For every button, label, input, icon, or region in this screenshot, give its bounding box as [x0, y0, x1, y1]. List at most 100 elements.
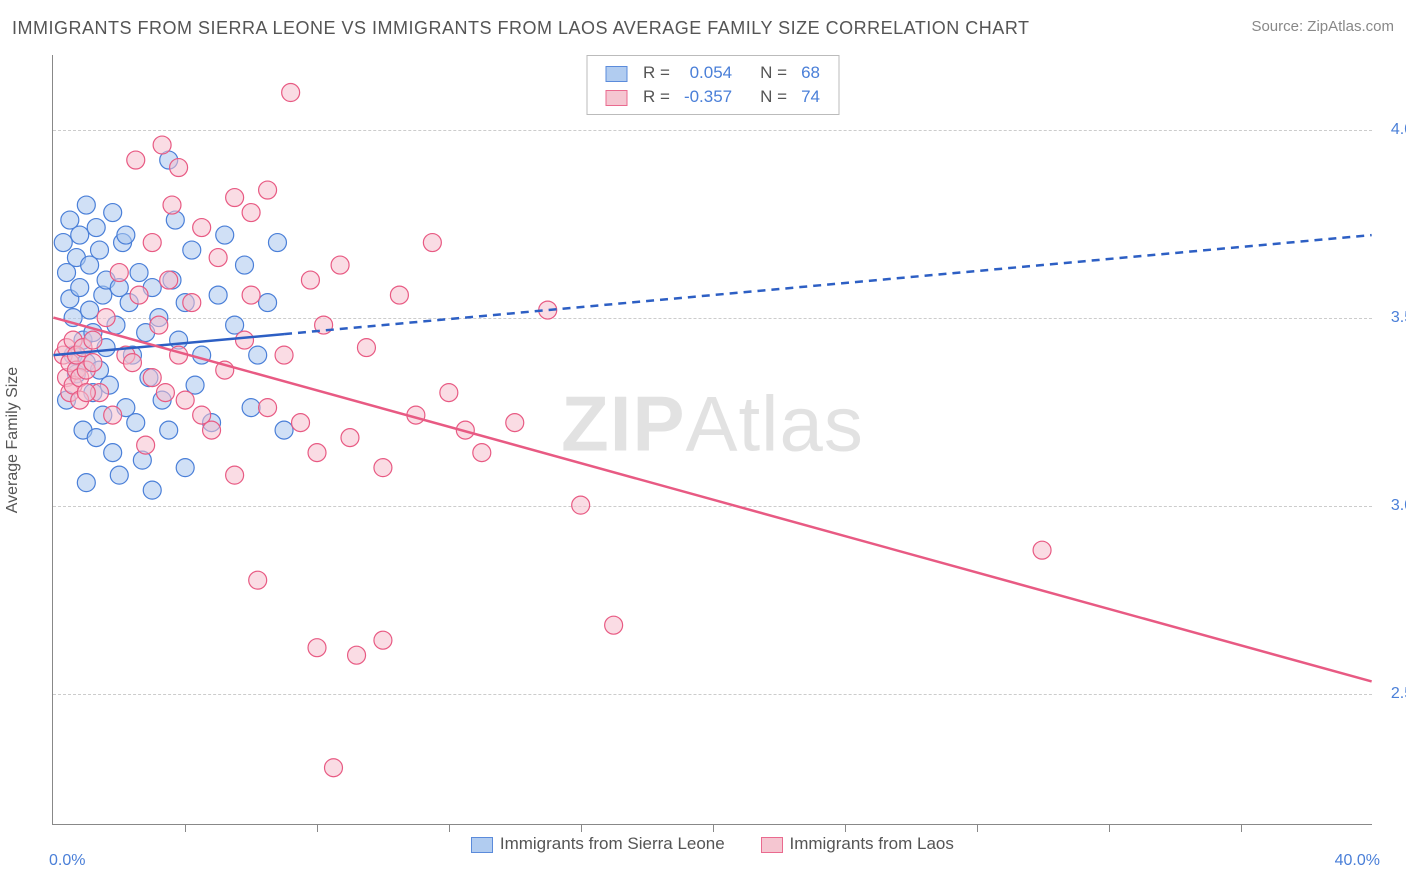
legend-swatch-bottom-laos: [761, 837, 783, 853]
data-point-laos: [292, 414, 310, 432]
y-tick-label: 3.50: [1377, 309, 1406, 327]
data-point-laos: [348, 646, 366, 664]
data-point-laos: [127, 151, 145, 169]
data-point-laos: [605, 616, 623, 634]
data-point-laos: [226, 466, 244, 484]
data-point-laos: [390, 286, 408, 304]
legend-swatch-bottom-sierra_leone: [471, 837, 493, 853]
data-point-laos: [423, 234, 441, 252]
regression-line-laos: [53, 318, 1371, 682]
data-point-sierra_leone: [77, 196, 95, 214]
data-point-laos: [209, 249, 227, 267]
data-point-laos: [259, 399, 277, 417]
data-point-laos: [473, 444, 491, 462]
x-tick: [713, 824, 714, 832]
x-tick: [845, 824, 846, 832]
data-point-laos: [97, 309, 115, 327]
legend-statistics: R =0.054N =68R =-0.357N =74: [586, 55, 839, 115]
legend-swatch-laos: [605, 90, 627, 106]
data-point-sierra_leone: [71, 279, 89, 297]
data-point-sierra_leone: [81, 301, 99, 319]
data-point-laos: [236, 331, 254, 349]
data-point-laos: [506, 414, 524, 432]
data-point-laos: [282, 84, 300, 102]
x-tick: [977, 824, 978, 832]
data-point-sierra_leone: [71, 226, 89, 244]
data-point-laos: [130, 286, 148, 304]
data-point-sierra_leone: [87, 219, 105, 237]
data-point-laos: [1033, 541, 1051, 559]
data-point-sierra_leone: [127, 414, 145, 432]
x-tick: [1241, 824, 1242, 832]
chart-title: IMMIGRANTS FROM SIERRA LEONE VS IMMIGRAN…: [12, 18, 1029, 39]
data-point-sierra_leone: [143, 481, 161, 499]
data-point-laos: [301, 271, 319, 289]
data-point-sierra_leone: [176, 459, 194, 477]
data-point-laos: [259, 181, 277, 199]
data-point-laos: [163, 196, 181, 214]
data-point-laos: [77, 384, 95, 402]
data-point-laos: [226, 189, 244, 207]
y-tick-label: 2.50: [1377, 685, 1406, 703]
legend-series: Immigrants from Sierra Leone Immigrants …: [53, 834, 1372, 854]
y-tick-label: 3.00: [1377, 497, 1406, 515]
legend-item-laos: Immigrants from Laos: [761, 834, 954, 853]
y-tick-label: 4.00: [1377, 121, 1406, 139]
x-axis-min-label: 0.0%: [49, 852, 85, 870]
data-point-sierra_leone: [160, 421, 178, 439]
data-point-sierra_leone: [249, 346, 267, 364]
data-point-sierra_leone: [183, 241, 201, 259]
data-point-laos: [84, 354, 102, 372]
legend-label-laos: Immigrants from Laos: [789, 834, 953, 853]
data-point-sierra_leone: [236, 256, 254, 274]
data-point-laos: [242, 286, 260, 304]
data-point-laos: [440, 384, 458, 402]
chart-plot-area: Average Family Size 2.503.003.504.00 ZIP…: [52, 55, 1372, 825]
data-point-laos: [137, 436, 155, 454]
data-point-laos: [275, 346, 293, 364]
data-point-laos: [160, 271, 178, 289]
data-point-laos: [84, 331, 102, 349]
data-point-laos: [341, 429, 359, 447]
data-point-laos: [374, 631, 392, 649]
data-point-laos: [249, 571, 267, 589]
data-point-sierra_leone: [91, 241, 109, 259]
data-point-laos: [572, 496, 590, 514]
x-tick: [1109, 824, 1110, 832]
data-point-laos: [357, 339, 375, 357]
data-point-sierra_leone: [110, 466, 128, 484]
legend-item-sierra_leone: Immigrants from Sierra Leone: [471, 834, 725, 853]
data-point-laos: [308, 444, 326, 462]
data-point-laos: [153, 136, 171, 154]
data-point-sierra_leone: [209, 286, 227, 304]
x-tick: [449, 824, 450, 832]
scatter-svg: [53, 55, 1372, 824]
data-point-sierra_leone: [104, 204, 122, 222]
data-point-laos: [374, 459, 392, 477]
legend-label-sierra_leone: Immigrants from Sierra Leone: [500, 834, 725, 853]
legend-swatch-sierra_leone: [605, 66, 627, 82]
data-point-sierra_leone: [275, 421, 293, 439]
data-point-laos: [325, 759, 343, 777]
data-point-sierra_leone: [130, 264, 148, 282]
data-point-laos: [308, 639, 326, 657]
data-point-laos: [104, 406, 122, 424]
source-attribution: Source: ZipAtlas.com: [1251, 18, 1394, 35]
data-point-sierra_leone: [77, 474, 95, 492]
x-tick: [581, 824, 582, 832]
data-point-sierra_leone: [87, 429, 105, 447]
data-point-sierra_leone: [54, 234, 72, 252]
data-point-laos: [110, 264, 128, 282]
data-point-sierra_leone: [259, 294, 277, 312]
data-point-laos: [170, 159, 188, 177]
data-point-sierra_leone: [104, 444, 122, 462]
data-point-laos: [143, 234, 161, 252]
data-point-laos: [183, 294, 201, 312]
data-point-laos: [331, 256, 349, 274]
data-point-laos: [156, 384, 174, 402]
data-point-sierra_leone: [242, 399, 260, 417]
data-point-laos: [123, 354, 141, 372]
data-point-sierra_leone: [268, 234, 286, 252]
data-point-laos: [242, 204, 260, 222]
regression-line-dashed-sierra_leone: [284, 235, 1372, 334]
